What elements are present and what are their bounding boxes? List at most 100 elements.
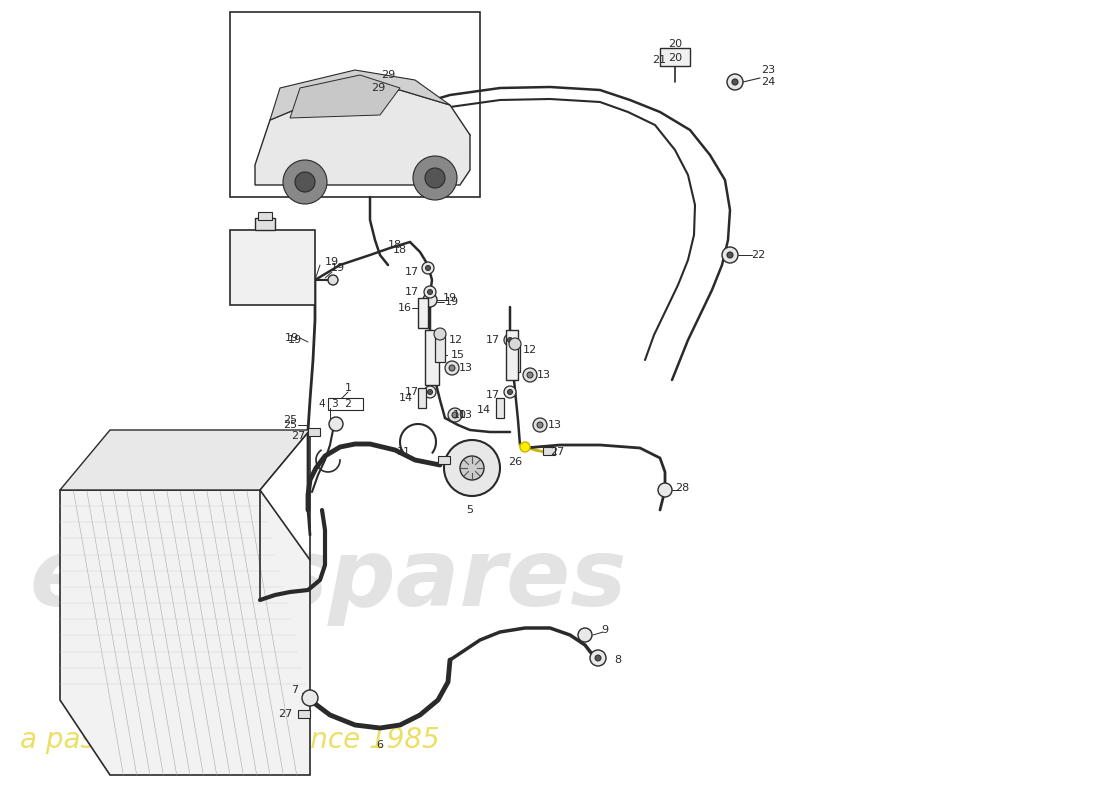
Text: 8: 8 xyxy=(615,655,622,665)
Text: 11: 11 xyxy=(397,447,411,457)
Text: 28: 28 xyxy=(675,483,689,493)
Text: 13: 13 xyxy=(548,420,562,430)
Circle shape xyxy=(328,275,338,285)
Circle shape xyxy=(422,262,435,274)
Bar xyxy=(434,334,446,362)
Bar xyxy=(258,212,272,220)
Bar xyxy=(328,398,363,410)
Polygon shape xyxy=(60,430,310,490)
Circle shape xyxy=(658,483,672,497)
Text: 29: 29 xyxy=(381,70,395,80)
Bar xyxy=(496,398,504,418)
Text: 17: 17 xyxy=(486,390,500,400)
Bar xyxy=(438,456,450,464)
Bar xyxy=(660,48,690,66)
Text: eurospares: eurospares xyxy=(30,534,627,626)
Text: 19: 19 xyxy=(324,257,339,267)
Circle shape xyxy=(732,79,738,85)
Text: a passion for parts since 1985: a passion for parts since 1985 xyxy=(20,726,440,754)
Bar xyxy=(506,330,518,380)
Text: 24: 24 xyxy=(761,77,776,87)
Text: 17: 17 xyxy=(405,267,419,277)
Circle shape xyxy=(424,293,437,307)
Circle shape xyxy=(590,650,606,666)
Circle shape xyxy=(520,442,530,452)
Text: 18: 18 xyxy=(393,245,407,255)
Text: 16: 16 xyxy=(398,303,412,313)
Circle shape xyxy=(424,286,436,298)
Text: 13: 13 xyxy=(537,370,551,380)
Polygon shape xyxy=(290,75,400,118)
Circle shape xyxy=(727,252,733,258)
Circle shape xyxy=(446,361,459,375)
Circle shape xyxy=(428,390,432,394)
Circle shape xyxy=(509,338,521,350)
Text: 26: 26 xyxy=(508,457,522,467)
Text: 23: 23 xyxy=(761,65,776,75)
Circle shape xyxy=(426,266,430,270)
Text: 29: 29 xyxy=(371,83,385,93)
Circle shape xyxy=(428,290,432,294)
Text: 19: 19 xyxy=(331,263,345,273)
Text: 19: 19 xyxy=(443,293,458,303)
Text: 27: 27 xyxy=(290,431,305,441)
Bar xyxy=(255,218,275,230)
Text: 13: 13 xyxy=(459,363,473,373)
Circle shape xyxy=(444,440,500,496)
Text: 6: 6 xyxy=(376,740,384,750)
Text: 10: 10 xyxy=(453,410,468,420)
Polygon shape xyxy=(60,490,310,775)
Circle shape xyxy=(507,390,513,394)
Bar xyxy=(543,447,556,455)
Circle shape xyxy=(504,334,516,346)
Polygon shape xyxy=(255,90,470,185)
Circle shape xyxy=(595,655,601,661)
Bar xyxy=(230,12,480,197)
Text: 22: 22 xyxy=(751,250,766,260)
Bar xyxy=(308,428,320,436)
Text: 19: 19 xyxy=(285,333,299,343)
Bar xyxy=(510,344,520,372)
Circle shape xyxy=(425,168,446,188)
Circle shape xyxy=(537,422,543,428)
Circle shape xyxy=(578,628,592,642)
Text: 25: 25 xyxy=(283,420,297,430)
Circle shape xyxy=(460,456,484,480)
Text: 14: 14 xyxy=(477,405,491,415)
Bar xyxy=(418,388,426,408)
Text: 12: 12 xyxy=(449,335,463,345)
Text: 20: 20 xyxy=(668,53,682,63)
Bar xyxy=(298,710,310,718)
Circle shape xyxy=(283,160,327,204)
Bar xyxy=(425,330,439,385)
Text: 4  3  2: 4 3 2 xyxy=(319,399,351,409)
Text: 19: 19 xyxy=(444,297,459,307)
Text: 5: 5 xyxy=(466,505,473,515)
Text: 1: 1 xyxy=(344,383,352,393)
Text: 15: 15 xyxy=(451,350,465,360)
Text: 18: 18 xyxy=(388,240,403,250)
Circle shape xyxy=(507,338,513,342)
Text: 7: 7 xyxy=(292,685,298,695)
Text: 17: 17 xyxy=(405,287,419,297)
Circle shape xyxy=(302,690,318,706)
Circle shape xyxy=(527,372,534,378)
Text: 27: 27 xyxy=(550,447,564,457)
Text: 25: 25 xyxy=(283,415,297,425)
Text: 9: 9 xyxy=(602,625,608,635)
Polygon shape xyxy=(270,70,450,120)
Circle shape xyxy=(449,365,455,371)
Circle shape xyxy=(448,408,462,422)
Circle shape xyxy=(504,386,516,398)
Text: 21: 21 xyxy=(652,55,667,65)
Text: 13: 13 xyxy=(459,410,473,420)
Text: 19: 19 xyxy=(288,335,302,345)
Circle shape xyxy=(522,368,537,382)
Circle shape xyxy=(534,418,547,432)
Circle shape xyxy=(452,412,458,418)
Text: 17: 17 xyxy=(405,387,419,397)
Text: 27: 27 xyxy=(278,709,293,719)
Bar xyxy=(230,230,315,305)
Text: 17: 17 xyxy=(486,335,500,345)
Circle shape xyxy=(722,247,738,263)
